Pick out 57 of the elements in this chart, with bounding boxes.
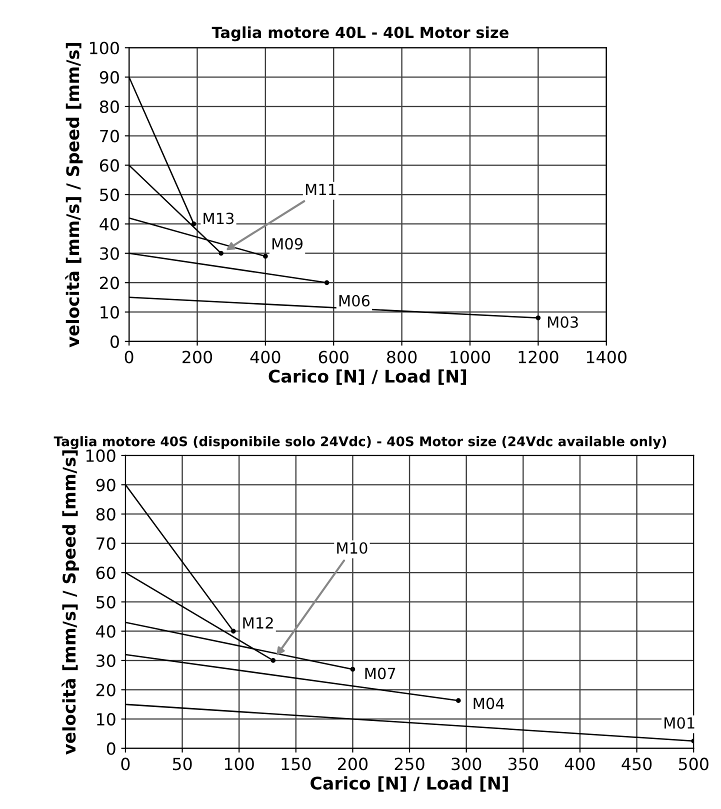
y-axis-title: velocità [mm/s] / Speed [mm/s] (62, 450, 80, 755)
annotation: M03 (548, 316, 578, 328)
x-tick-label: 1400 (586, 350, 626, 364)
x-tick-label: 150 (282, 758, 311, 770)
y-tick-label: 100 (90, 42, 119, 54)
y-tick-label: 30 (96, 654, 116, 668)
annotation: M04 (474, 698, 504, 710)
y-tick-label: 10 (97, 713, 116, 726)
x-tick-label: 50 (172, 758, 192, 770)
x-tick-label: 350 (508, 758, 538, 770)
y-tick-label: 50 (100, 188, 119, 202)
y-tick-label: 0 (106, 742, 116, 755)
annotation: M06 (339, 294, 370, 307)
y-tick-label: 20 (96, 684, 116, 696)
y-tick-label: 70 (96, 537, 116, 550)
y-tick-label: 80 (96, 508, 116, 521)
x-tick-label: 0 (121, 758, 130, 770)
x-tick-label: 300 (452, 758, 482, 770)
y-axis-title: velocità [mm/s] / Speed [mm/s] (65, 43, 83, 348)
x-tick-label: 400 (250, 350, 280, 364)
y-tick-label: 40 (96, 625, 116, 638)
y-tick-label: 50 (96, 596, 116, 608)
x-tick-label: 100 (225, 758, 254, 770)
y-tick-label: 30 (100, 247, 119, 260)
y-tick-label: 0 (110, 335, 119, 348)
annotation: M13 (204, 212, 234, 224)
x-tick-label: 600 (318, 350, 348, 364)
y-tick-label: 40 (100, 218, 119, 230)
x-tick-label: 1200 (518, 350, 558, 364)
x-axis-title: Carico [N] / Load [N] (310, 776, 508, 792)
y-tick-label: 90 (100, 71, 119, 84)
y-tick-label: 70 (100, 130, 119, 142)
y-tick-label: 60 (96, 566, 116, 580)
y-tick-label: 10 (100, 306, 119, 319)
x-tick-label: 250 (394, 758, 424, 770)
chart-title: Taglia motore 40L - 40L Motor size (212, 26, 508, 42)
annotation: M10 (337, 542, 368, 554)
x-tick-label: 200 (338, 758, 368, 770)
y-tick-label: 90 (96, 478, 116, 492)
y-tick-label: 20 (100, 276, 119, 290)
y-tick-label: 100 (86, 449, 116, 462)
chart-title: Taglia motore 40S (disponibile solo 24Vdc) - 40S Motor size (24Vdc available only) (54, 436, 666, 449)
x-tick-label: 500 (678, 758, 708, 770)
y-tick-label: 60 (100, 159, 119, 172)
annotation: M11 (306, 184, 336, 196)
x-tick-label: 0 (124, 350, 134, 364)
annotation: M09 (272, 238, 303, 250)
annotation: M07 (365, 668, 396, 680)
x-tick-label: 400 (564, 758, 595, 770)
x-tick-label: 200 (182, 350, 212, 364)
y-tick-label: 80 (100, 100, 119, 114)
x-axis-title: Carico [N] / Load [N] (268, 369, 466, 385)
x-tick-label: 1000 (450, 350, 490, 364)
x-tick-label: 450 (622, 758, 652, 770)
x-tick-label: 800 (387, 350, 417, 364)
annotation: M01 (664, 717, 694, 729)
annotation: M12 (243, 617, 273, 628)
